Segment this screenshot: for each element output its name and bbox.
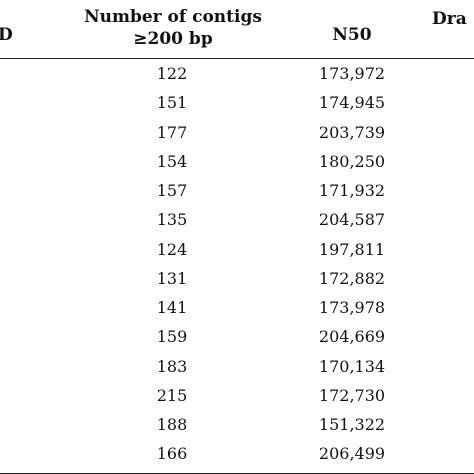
row-contigs-cell: 124 bbox=[156, 239, 188, 259]
row-n50-cell: 180,250 bbox=[318, 151, 386, 171]
header-rule bbox=[0, 58, 474, 59]
table-row: 141 173,978 bbox=[0, 297, 474, 319]
row-contigs-cell: 135 bbox=[156, 210, 188, 230]
table-row: 122 173,972 bbox=[0, 63, 474, 85]
row-n50-cell: 204,669 bbox=[318, 327, 386, 347]
row-n50-cell: 151,322 bbox=[318, 415, 386, 434]
header-contigs-line1: Number of contigs bbox=[84, 7, 262, 27]
row-contigs-cell: 159 bbox=[156, 327, 188, 347]
row-contigs-cell: 215 bbox=[156, 385, 188, 405]
table-row: 131 172,882 bbox=[0, 268, 474, 290]
row-n50-cell: 171,932 bbox=[318, 181, 386, 200]
row-n50-cell: 203,739 bbox=[318, 122, 386, 142]
row-n50-cell: 173,972 bbox=[318, 64, 386, 83]
table-row: 215 172,730 bbox=[0, 385, 474, 407]
table-row: 159 204,669 bbox=[0, 326, 474, 348]
table-row: 151 174,945 bbox=[0, 92, 474, 114]
header-contigs-line2: ≥200 bp bbox=[133, 29, 213, 49]
row-contigs-cell: 154 bbox=[156, 151, 188, 171]
row-n50-cell: 206,499 bbox=[318, 444, 386, 464]
table-row: 157 171,932 bbox=[0, 180, 474, 202]
header-id: D bbox=[0, 25, 13, 45]
row-contigs-cell: 131 bbox=[156, 268, 188, 288]
row-n50-cell: 170,134 bbox=[318, 356, 386, 376]
row-n50-cell: 172,882 bbox=[318, 268, 386, 288]
row-contigs-cell: 141 bbox=[156, 298, 188, 317]
header-draft: Dra bbox=[432, 9, 467, 29]
row-contigs-cell: 151 bbox=[156, 93, 188, 113]
row-n50-cell: 172,730 bbox=[318, 385, 386, 405]
row-contigs-cell: 122 bbox=[156, 64, 188, 83]
row-n50-cell: 173,978 bbox=[318, 298, 386, 317]
row-contigs-cell: 188 bbox=[156, 415, 188, 434]
table-row: 177 203,739 bbox=[0, 122, 474, 144]
row-n50-cell: 204,587 bbox=[318, 210, 386, 230]
table-row: 135 204,587 bbox=[0, 209, 474, 231]
row-contigs-cell: 157 bbox=[156, 181, 188, 200]
row-n50-cell: 174,945 bbox=[318, 93, 386, 113]
header-contigs: Number of contigs ≥200 bp bbox=[80, 6, 266, 50]
table-row: 124 197,811 bbox=[0, 239, 474, 261]
header-n50: N50 bbox=[332, 25, 372, 45]
table-row: 188 151,322 bbox=[0, 414, 474, 436]
table-row: 166 206,499 bbox=[0, 443, 474, 465]
table-row: 183 170,134 bbox=[0, 356, 474, 378]
row-contigs-cell: 177 bbox=[156, 122, 188, 142]
row-contigs-cell: 166 bbox=[156, 444, 188, 464]
row-contigs-cell: 183 bbox=[156, 356, 188, 376]
table-row: 154 180,250 bbox=[0, 151, 474, 173]
row-n50-cell: 197,811 bbox=[318, 239, 386, 259]
